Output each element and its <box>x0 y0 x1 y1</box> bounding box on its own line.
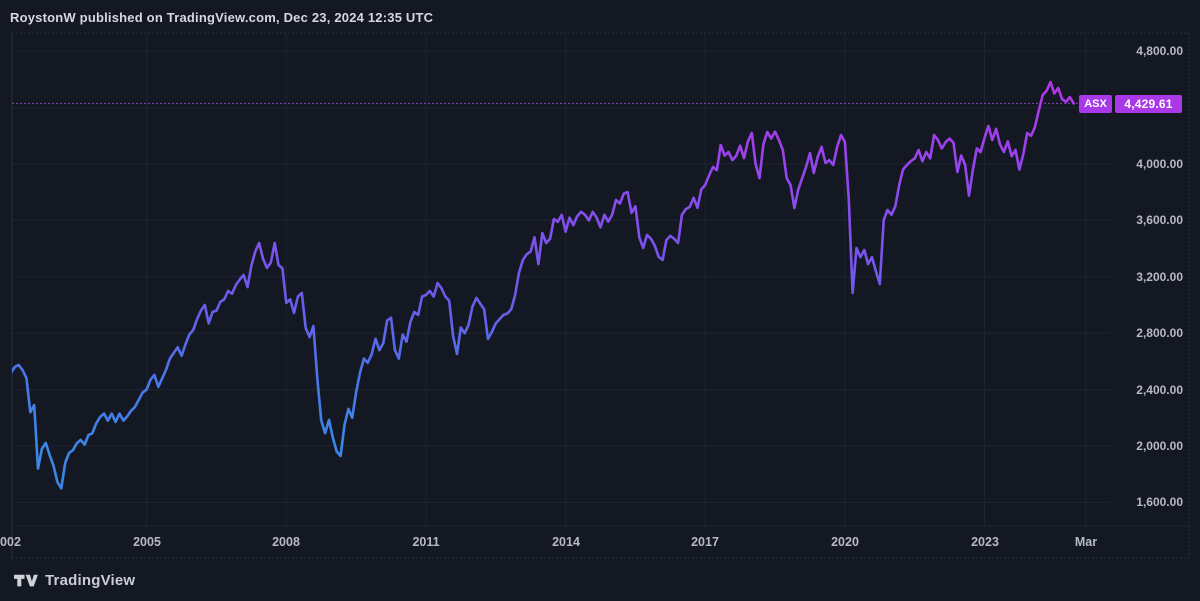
price-scale-label: 4,800.00 <box>1136 44 1183 58</box>
time-scale-label: 2008 <box>272 535 300 549</box>
attribution-header: RoystonW published on TradingView.com, D… <box>10 10 434 25</box>
time-scale-label: 2011 <box>412 535 440 549</box>
time-scale-label: 2017 <box>691 535 719 549</box>
tradingview-attribution[interactable]: TradingView <box>13 567 135 593</box>
price-scale-label: 4,000.00 <box>1136 157 1183 171</box>
time-scale-label: 2023 <box>971 535 999 549</box>
symbol-badge[interactable]: ASX <box>1079 95 1112 113</box>
price-scale-label: 1,600.00 <box>1136 495 1183 509</box>
time-scale-label: 2014 <box>552 535 580 549</box>
price-scale-label: 2,400.00 <box>1136 383 1183 397</box>
time-scale-label: 2002 <box>0 535 21 549</box>
tradingview-brand-text: TradingView <box>45 571 136 589</box>
last-price-badge[interactable]: 4,429.61 <box>1115 95 1182 113</box>
time-scale-label: 2005 <box>133 535 161 549</box>
time-scale-label: Mar <box>1074 535 1098 549</box>
price-scale-label: 3,600.00 <box>1136 213 1183 227</box>
time-scale-label: 2020 <box>831 535 859 549</box>
price-scale-label: 2,000.00 <box>1136 439 1183 453</box>
time-scale[interactable]: 2002 2005 2008 2011 2014 2017 2020 2023 Mar <box>0 527 1200 558</box>
price-scale[interactable]: 4,800.00 4,000.00 3,600.00 3,200.00 2,800.00… <box>1106 33 1200 558</box>
price-scale-label: 2,800.00 <box>1136 326 1183 340</box>
price-scale-label: 3,200.00 <box>1136 270 1183 284</box>
tradingview-logo-icon <box>14 574 38 586</box>
index-series-line <box>12 80 1075 490</box>
